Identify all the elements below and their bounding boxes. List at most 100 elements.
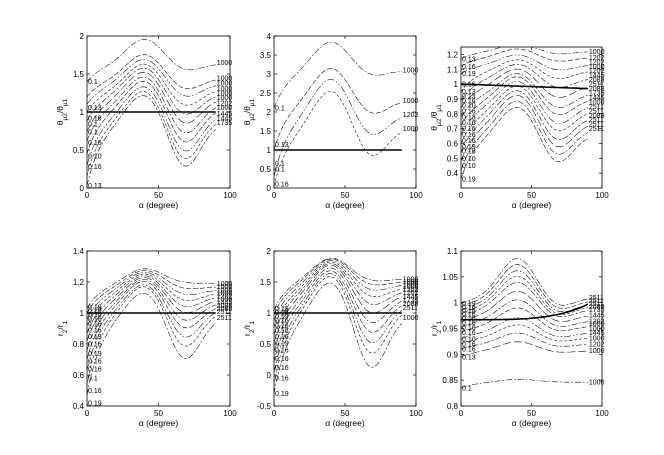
series-line bbox=[461, 76, 588, 126]
series-start-label: 0.16 bbox=[88, 307, 102, 314]
series-line bbox=[461, 264, 588, 309]
plot-frame bbox=[273, 35, 417, 189]
y-tick-label: 0.6 bbox=[447, 139, 459, 148]
y-tick-label: 0 bbox=[80, 184, 85, 193]
series-start-label: 0.19 bbox=[88, 400, 102, 407]
plot-frame bbox=[86, 250, 231, 407]
series-start-label: 0.13 bbox=[88, 105, 102, 112]
series-line bbox=[274, 79, 402, 177]
series-end-label: 1735 bbox=[589, 307, 605, 314]
series-line bbox=[274, 260, 402, 321]
series-line bbox=[461, 54, 588, 74]
series-end-label: 1735 bbox=[217, 120, 233, 127]
series-start-label: 0.10 bbox=[462, 163, 476, 170]
series-start-label: 0.10 bbox=[88, 154, 102, 161]
series-line bbox=[87, 293, 216, 396]
series-end-label: 1202 bbox=[403, 290, 419, 297]
series-line bbox=[461, 282, 588, 319]
subplot-3: 0 50 1000.40.50.60.70.80.911.11.20.130.160… bbox=[429, 46, 609, 210]
series-end-label: 1202 bbox=[217, 100, 233, 107]
x-tick-label: 50 bbox=[154, 409, 163, 418]
series-end-label: 1000 bbox=[217, 105, 233, 112]
series-line bbox=[274, 91, 402, 187]
series-start-label: 0.16 bbox=[462, 108, 476, 115]
series-group bbox=[274, 258, 402, 394]
series-line bbox=[274, 41, 402, 109]
x-axis-label: α (degree) bbox=[325, 418, 365, 428]
y-tick-label: 0.8 bbox=[73, 340, 85, 349]
y-tick-label: 0.5 bbox=[73, 146, 85, 155]
x-tick-label: 100 bbox=[409, 191, 423, 200]
series-end-label: 2088 bbox=[217, 306, 233, 313]
series-start-label: 0.16 bbox=[462, 64, 476, 71]
series-start-label: 0.13 bbox=[275, 142, 289, 149]
x-tick-label: 0 bbox=[85, 191, 90, 200]
y-tick-label: 0 bbox=[267, 371, 272, 380]
series-line bbox=[87, 54, 216, 97]
series-line bbox=[274, 258, 402, 311]
series-line bbox=[461, 85, 589, 144]
plot-frame bbox=[460, 250, 603, 407]
series-line bbox=[274, 263, 402, 335]
x-axis-label: α (degree) bbox=[512, 418, 552, 428]
y-tick-label: 2.5 bbox=[260, 89, 272, 98]
series-line bbox=[461, 276, 588, 315]
series-end-label: 1445 bbox=[589, 330, 605, 337]
y-axis-label: θμ2/θμ1 bbox=[429, 104, 443, 131]
x-tick-label: 0 bbox=[459, 409, 464, 418]
series-line bbox=[274, 282, 402, 394]
series-end-label: 1000 bbox=[217, 95, 233, 102]
series-start-label: 0.16 bbox=[275, 309, 289, 316]
y-tick-label: 0 bbox=[267, 184, 272, 193]
x-tick-label: 0 bbox=[272, 191, 277, 200]
y-tick-label: 1 bbox=[454, 80, 459, 89]
series-start-label: 0.1 bbox=[462, 385, 472, 392]
series-start-label: 0.16 bbox=[88, 164, 102, 171]
y-tick-label: 1.05 bbox=[442, 273, 458, 282]
series-end-label: 2088 bbox=[403, 301, 419, 308]
series-start-label: 0.19 bbox=[88, 351, 102, 358]
y-tick-label: 3 bbox=[267, 70, 272, 79]
series-line bbox=[87, 272, 216, 320]
series-end-label: 1445 bbox=[217, 300, 233, 307]
y-tick-label: 0.8 bbox=[447, 402, 459, 411]
series-start-label: 0.16 bbox=[462, 320, 476, 327]
series-line bbox=[274, 273, 402, 372]
series-line bbox=[461, 47, 588, 60]
series-group bbox=[461, 258, 589, 389]
series-end-label: 1000 bbox=[589, 99, 605, 106]
x-tick-label: 50 bbox=[154, 191, 163, 200]
series-start-label: 0.16 bbox=[275, 334, 289, 341]
series-start-label: 0.16 bbox=[462, 325, 476, 332]
x-tick-label: 100 bbox=[595, 191, 609, 200]
series-start-label: 0.13 bbox=[462, 89, 476, 96]
series-line bbox=[87, 95, 216, 186]
series-line bbox=[87, 59, 216, 105]
y-tick-label: 0.4 bbox=[447, 169, 459, 178]
series-line bbox=[87, 86, 216, 166]
y-tick-label: 0.5 bbox=[260, 340, 272, 349]
series-end-label: 1202 bbox=[589, 318, 605, 325]
x-tick-label: 100 bbox=[595, 409, 609, 418]
series-start-label: 0.13 bbox=[462, 56, 476, 63]
series-start-label: 0.16 bbox=[462, 98, 476, 105]
series-start-label: 0.16 bbox=[462, 316, 476, 323]
y-axis-label: r2/r1 bbox=[429, 320, 443, 336]
series-end-label: 1202 bbox=[403, 287, 419, 294]
series-end-label: 1202 bbox=[589, 68, 605, 75]
series-start-label: 0.10 bbox=[462, 102, 476, 109]
y-tick-label: 0.5 bbox=[260, 165, 272, 174]
series-end-label: 1000 bbox=[589, 335, 605, 342]
series-start-label: 0.1 bbox=[275, 161, 285, 168]
series-end-label: 1000 bbox=[589, 49, 605, 56]
x-axis-label: α (degree) bbox=[139, 418, 179, 428]
series-line bbox=[461, 324, 588, 345]
series-start-label: 0.16 bbox=[462, 304, 476, 311]
plot-frame bbox=[460, 46, 603, 189]
series-start-label: 0.16 bbox=[275, 365, 289, 372]
series-line bbox=[461, 290, 588, 323]
series-end-label: 2511 bbox=[589, 126, 604, 133]
series-start-label: 0.16 bbox=[88, 140, 102, 147]
y-axis-label: θμ2/θμ1 bbox=[242, 98, 256, 125]
y-tick-label: 1 bbox=[80, 108, 85, 117]
